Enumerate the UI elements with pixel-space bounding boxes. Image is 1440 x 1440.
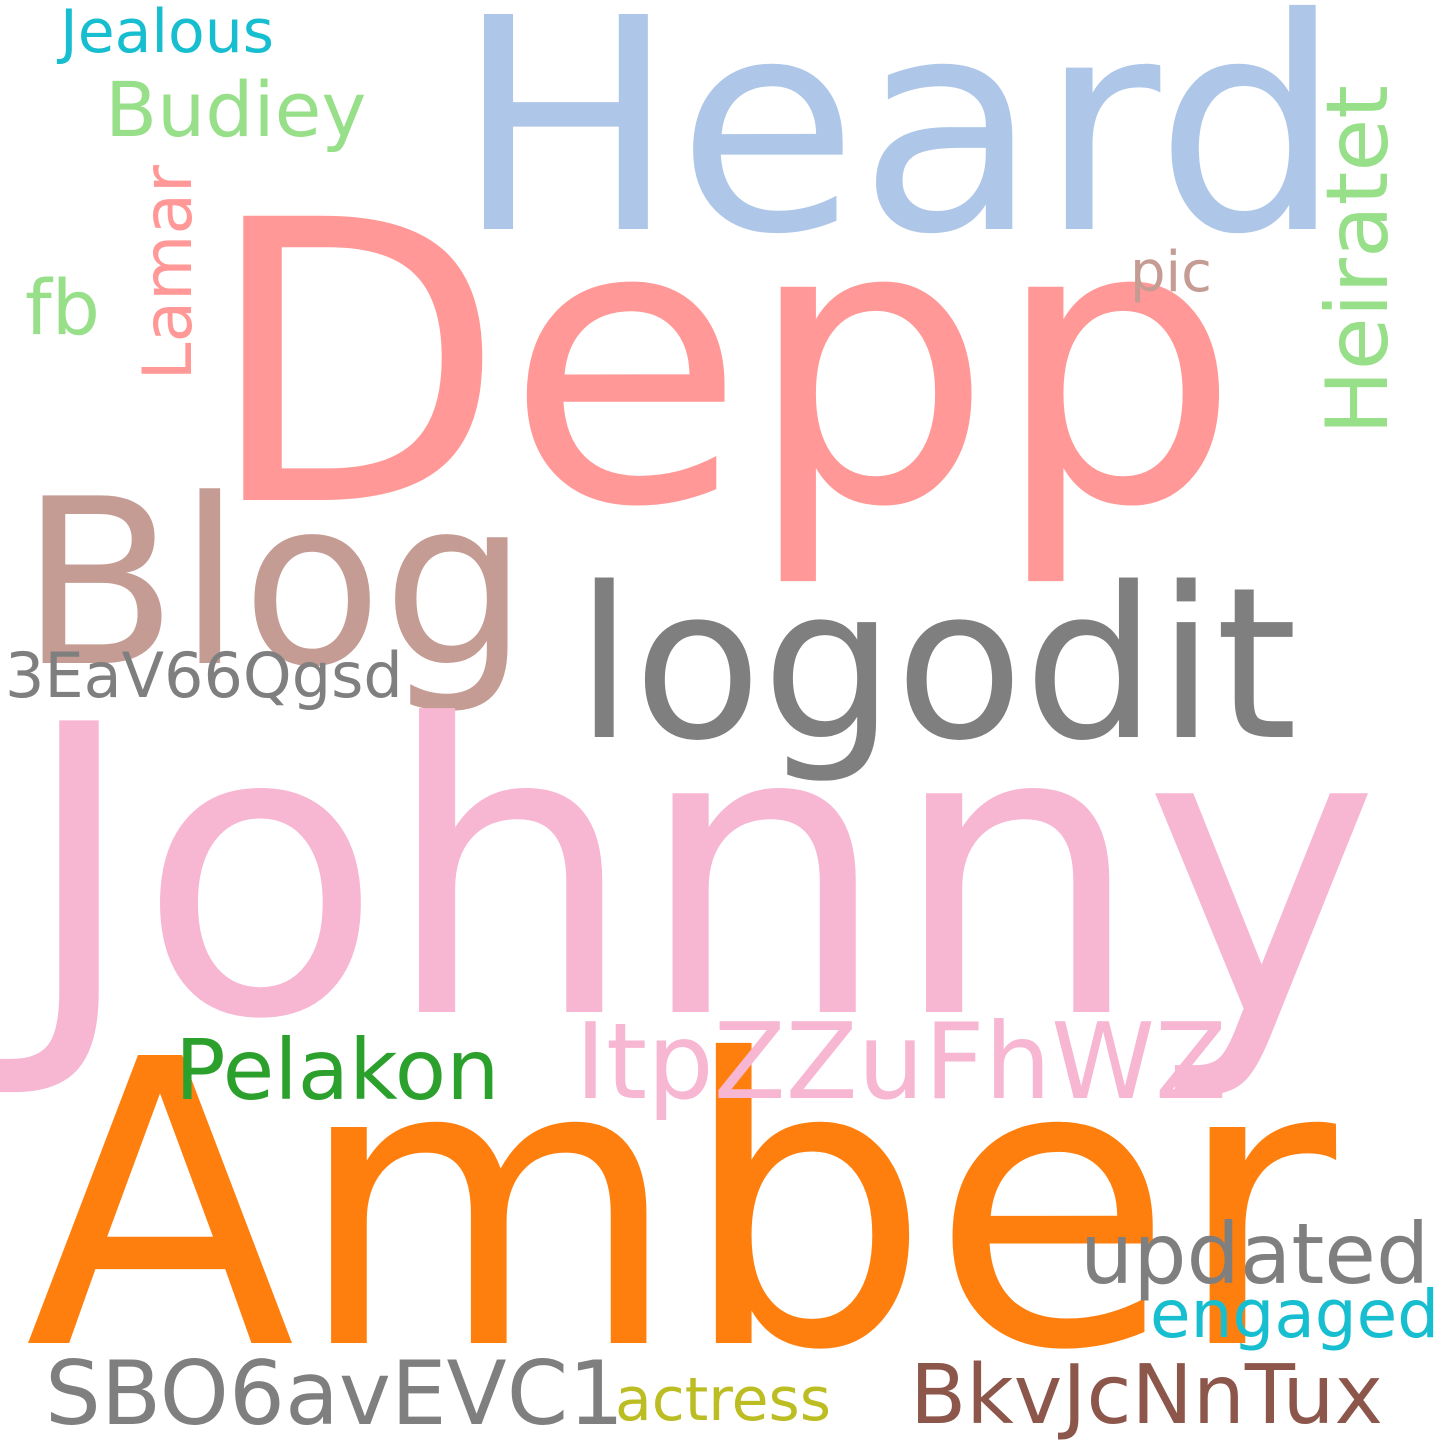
word-pic: pic — [1130, 240, 1212, 305]
word-logodit: logodit — [575, 542, 1298, 787]
word-amber: Amber — [25, 977, 1337, 1437]
word-itpzzufhwz: ItpZZuFhWZ — [575, 1001, 1227, 1123]
word-actress: actress — [615, 1365, 832, 1435]
word-blog: Blog — [20, 451, 529, 718]
word-sbo6avevc1: SBO6avEVC1 — [45, 1342, 625, 1440]
word-pelakon: Pelakon — [175, 1021, 500, 1119]
word-3eav66qgsd: 3EaV66Qgsd — [5, 639, 403, 712]
word-depp: Depp — [205, 138, 1241, 592]
word-lamar: Lamar — [129, 165, 208, 381]
word-heard: Heard — [455, 0, 1343, 299]
word-engaged: engaged — [1150, 1276, 1440, 1353]
word-jealous: Jealous — [60, 0, 275, 67]
word-fb: fb — [25, 263, 100, 352]
word-bkvjcnntux: BkvJcNnTux — [910, 1348, 1383, 1440]
word-budiey: Budiey — [105, 65, 367, 154]
word-heiratet: Heiratet — [1308, 85, 1408, 435]
word-johnny: Johnny — [20, 642, 1380, 1107]
word-updated: updated — [1080, 1205, 1430, 1303]
